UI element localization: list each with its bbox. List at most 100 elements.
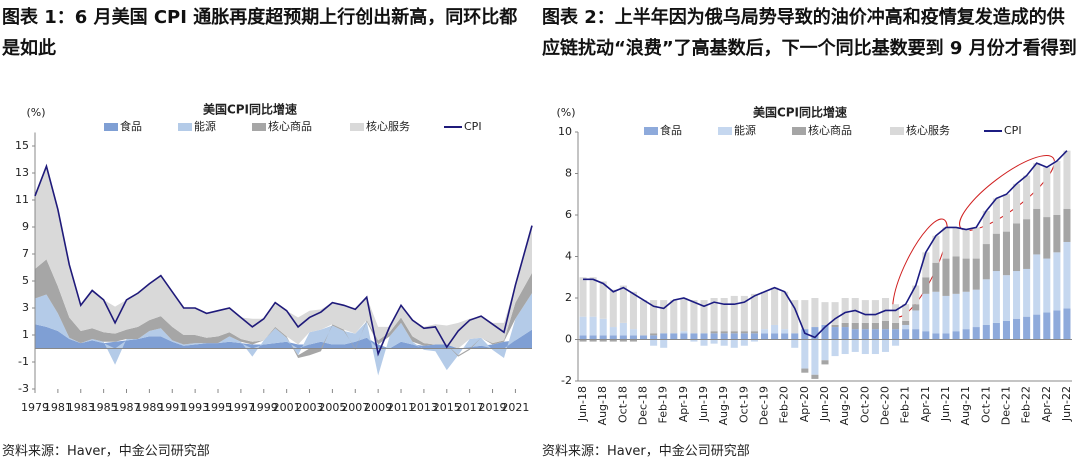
bar-segment bbox=[579, 339, 587, 342]
y-tick-label: -2 bbox=[561, 374, 572, 387]
bar-segment bbox=[992, 198, 1000, 234]
x-tick-label: Apr-19 bbox=[677, 386, 690, 422]
bar-segment bbox=[1023, 316, 1031, 340]
x-tick-label: 1987 bbox=[113, 401, 141, 414]
x-tick-label: Jun-20 bbox=[818, 386, 831, 422]
bar-segment bbox=[740, 295, 748, 332]
y-tick-label: 5 bbox=[22, 274, 29, 287]
bar-segment bbox=[972, 327, 980, 340]
x-tick-label: 2017 bbox=[456, 401, 484, 414]
bar-segment bbox=[972, 227, 980, 259]
y-tick-label: 4 bbox=[565, 250, 572, 263]
bar-segment bbox=[640, 300, 648, 336]
bar-segment bbox=[992, 233, 1000, 272]
bar-segment bbox=[700, 339, 708, 346]
bar-segment bbox=[1002, 275, 1010, 321]
x-tick-label: Feb-20 bbox=[778, 386, 791, 423]
y-tick-label: 2 bbox=[565, 291, 572, 304]
bar-segment bbox=[791, 300, 799, 334]
bar-segment bbox=[962, 329, 970, 340]
x-tick-label: 2021 bbox=[501, 401, 529, 414]
x-tick-label: Apr-21 bbox=[919, 386, 932, 422]
legend-label: 核心服务 bbox=[906, 123, 950, 137]
bar-segment bbox=[730, 339, 738, 348]
x-tick-label: Jun-21 bbox=[939, 386, 952, 422]
bar-segment bbox=[932, 262, 940, 292]
bar-segment bbox=[972, 289, 980, 328]
bar-segment bbox=[619, 339, 627, 342]
bar-segment bbox=[720, 331, 728, 334]
bar-segment bbox=[1053, 310, 1061, 340]
bar-segment bbox=[982, 244, 990, 280]
bar-segment bbox=[932, 291, 940, 334]
bar-segment bbox=[932, 235, 940, 263]
x-tick-label: Oct-20 bbox=[858, 386, 871, 423]
x-tick-label: Feb-21 bbox=[899, 386, 912, 423]
x-tick-label: 1997 bbox=[227, 401, 255, 414]
bar-segment bbox=[710, 333, 718, 340]
bar-segment bbox=[1013, 271, 1021, 319]
bar-segment bbox=[1043, 312, 1051, 340]
bar-segment bbox=[599, 318, 607, 336]
bar-segment bbox=[952, 256, 960, 294]
area bbox=[35, 166, 532, 349]
bar-segment bbox=[992, 322, 1000, 340]
x-tick-label: Jun-22 bbox=[1060, 386, 1073, 422]
bar-segment bbox=[851, 339, 859, 352]
bar-segment bbox=[710, 298, 718, 332]
y-tick-label: -1 bbox=[18, 355, 29, 368]
bar-segment bbox=[1063, 241, 1071, 309]
bar-segment bbox=[619, 285, 627, 323]
legend-swatch bbox=[104, 123, 118, 131]
bar-segment bbox=[740, 331, 748, 334]
bar-segment bbox=[619, 335, 627, 340]
x-tick-label: 2015 bbox=[433, 401, 461, 414]
y-tick-label: 0 bbox=[565, 333, 572, 346]
y-tick-label: 9 bbox=[22, 220, 29, 233]
bar-segment bbox=[760, 329, 769, 334]
bar-segment bbox=[801, 329, 809, 340]
bar-segment bbox=[892, 322, 900, 330]
bar-segment bbox=[609, 339, 617, 342]
bar-segment bbox=[952, 227, 960, 257]
bar-segment bbox=[680, 333, 688, 340]
bar-segment bbox=[1023, 175, 1031, 220]
figure-title: 图表 2：上半年因为俄乌局势导致的油价冲高和疫情复发造成的供应链扰动“浪费”了高… bbox=[542, 7, 1077, 59]
x-tick-label: 2001 bbox=[273, 401, 301, 414]
bar-segment bbox=[972, 258, 980, 290]
bar-segment bbox=[1033, 314, 1041, 340]
bar-segment bbox=[1053, 215, 1061, 253]
bar-segment bbox=[1002, 231, 1010, 276]
legend-label: 能源 bbox=[194, 119, 216, 133]
legend-swatch bbox=[890, 127, 904, 135]
y-unit: (%) bbox=[26, 106, 45, 119]
bar-segment bbox=[589, 339, 597, 342]
bar-segment bbox=[771, 333, 779, 340]
bar-segment bbox=[892, 329, 900, 340]
bar-segment bbox=[750, 293, 758, 332]
legend-label: 核心商品 bbox=[268, 119, 312, 133]
legend-swatch bbox=[178, 123, 192, 131]
bar-segment bbox=[952, 293, 960, 332]
bar-segment bbox=[982, 210, 990, 245]
bar-segment bbox=[861, 339, 869, 355]
bar-segment bbox=[841, 298, 849, 323]
bar-segment bbox=[811, 298, 819, 328]
x-tick-label: 1991 bbox=[158, 401, 186, 414]
bar-segment bbox=[801, 300, 809, 330]
bar-segment bbox=[861, 322, 869, 330]
bar-segment bbox=[1013, 318, 1021, 340]
y-tick-label: 6 bbox=[565, 208, 572, 221]
bar-segment bbox=[660, 333, 668, 340]
bar-segment bbox=[831, 327, 839, 340]
bar-segment bbox=[992, 271, 1000, 323]
bar-segment bbox=[861, 329, 869, 340]
bar-segment bbox=[670, 333, 678, 340]
x-tick-label: Feb-22 bbox=[1020, 386, 1033, 423]
bar-segment bbox=[1063, 208, 1071, 242]
bar-segment bbox=[660, 300, 668, 334]
bar-segment bbox=[781, 333, 789, 340]
bar-segment bbox=[700, 333, 708, 340]
bar-segment bbox=[902, 320, 910, 325]
